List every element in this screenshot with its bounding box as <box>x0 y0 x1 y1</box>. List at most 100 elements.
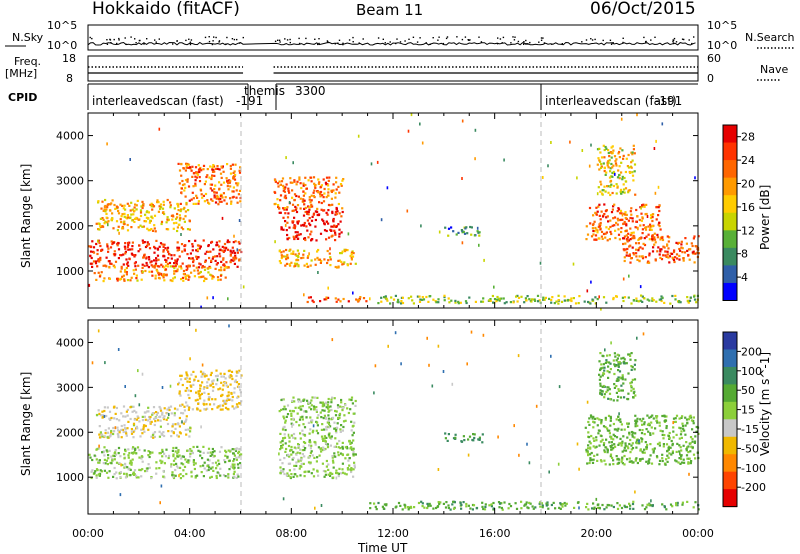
heatmap-cell <box>218 269 221 272</box>
heatmap-cell <box>183 405 186 408</box>
heatmap-cell <box>156 199 159 202</box>
heatmap-cell <box>648 458 651 461</box>
heatmap-cell <box>156 247 159 250</box>
nsearch-point <box>675 41 678 43</box>
heatmap-cell <box>125 258 128 261</box>
heatmap-cell <box>601 189 604 192</box>
heatmap-cell <box>357 134 360 138</box>
heatmap-cell <box>102 451 105 454</box>
heatmap-cell <box>340 398 343 402</box>
heatmap-cell <box>146 419 150 422</box>
heatmap-cell <box>186 404 189 407</box>
heatmap-cell <box>302 190 305 193</box>
heatmap-cell <box>181 403 184 406</box>
heatmap-cell <box>548 470 550 474</box>
heatmap-cell <box>392 298 396 301</box>
heatmap-cell <box>679 301 682 304</box>
heatmap-cell <box>626 445 629 448</box>
heatmap-cell <box>334 233 337 236</box>
heatmap-cell <box>438 502 441 506</box>
heatmap-cell <box>143 254 146 257</box>
heatmap-cell <box>165 418 168 421</box>
heatmap-cell <box>694 501 697 504</box>
heatmap-cell <box>462 501 465 504</box>
heatmap-cell <box>341 462 344 465</box>
nsearch-point <box>551 43 553 45</box>
heatmap-cell <box>183 465 187 468</box>
heatmap-cell <box>335 300 338 303</box>
heatmap-cell <box>192 259 195 262</box>
heatmap-cell <box>233 463 236 466</box>
heatmap-cell <box>153 417 156 420</box>
heatmap-cell <box>586 400 589 404</box>
heatmap-cell <box>615 164 618 167</box>
heatmap-cell <box>186 180 189 183</box>
heatmap-cell <box>185 472 188 476</box>
nsearch-point <box>581 41 583 43</box>
heatmap-cell <box>129 216 132 219</box>
heatmap-cell <box>305 225 308 228</box>
heatmap-cell <box>154 420 157 423</box>
heatmap-cell <box>131 447 134 450</box>
heatmap-cell <box>604 361 607 364</box>
heatmap-cell <box>180 208 183 211</box>
heatmap-cell <box>632 179 635 182</box>
heatmap-cell <box>620 442 623 445</box>
heatmap-cell <box>349 447 352 450</box>
heatmap-cell <box>217 459 220 462</box>
heatmap-cell <box>169 279 172 282</box>
heatmap-cell <box>139 224 142 227</box>
heatmap-cell <box>350 396 354 399</box>
heatmap-cell <box>148 466 151 469</box>
heatmap-cell <box>312 468 315 471</box>
heatmap-cell <box>495 300 498 303</box>
heatmap-cell <box>98 474 101 477</box>
heatmap-cell <box>317 248 320 252</box>
heatmap-cell <box>157 271 160 274</box>
heatmap-cell <box>233 387 236 390</box>
heatmap-cell <box>592 420 595 423</box>
heatmap-cell <box>197 266 201 269</box>
heatmap-cell <box>624 505 627 509</box>
heatmap-cell <box>236 396 239 399</box>
heatmap-cell <box>196 445 199 448</box>
heatmap-cell <box>186 178 189 181</box>
heatmap-cell <box>323 475 326 478</box>
heatmap-cell <box>596 459 599 462</box>
heatmap-cell <box>181 262 184 265</box>
heatmap-cell <box>192 260 195 264</box>
heatmap-cell <box>120 424 123 428</box>
heatmap-cell <box>594 446 597 449</box>
heatmap-cell <box>148 258 151 261</box>
heatmap-cell <box>303 221 306 225</box>
heatmap-cell <box>307 421 310 424</box>
heatmap-cell <box>197 256 200 259</box>
heatmap-cell <box>194 184 197 187</box>
heatmap-cell <box>156 254 160 257</box>
heatmap-cell <box>594 296 597 299</box>
heatmap-cell <box>171 425 174 428</box>
heatmap-cell <box>548 297 551 300</box>
heatmap-cell <box>685 441 688 444</box>
heatmap-cell <box>294 447 298 450</box>
heatmap-cell <box>508 502 511 506</box>
heatmap-cell <box>617 379 620 382</box>
heatmap-cell <box>606 185 609 188</box>
cpid-seg1-name: interleavedscan (fast) <box>92 94 224 108</box>
heatmap-cell <box>171 279 174 283</box>
nsky-series <box>87 41 696 46</box>
heatmap-cell <box>162 418 166 421</box>
nsearch-point <box>233 38 236 41</box>
heatmap-cell <box>331 396 334 399</box>
heatmap-cell <box>189 455 192 458</box>
heatmap-cell <box>131 245 134 248</box>
heatmap-cell <box>323 448 326 451</box>
heatmap-cell <box>615 295 618 298</box>
heatmap-cell <box>303 475 306 478</box>
heatmap-cell <box>570 297 573 300</box>
heatmap-cell <box>231 463 234 466</box>
heatmap-cell <box>192 264 195 267</box>
heatmap-cell <box>611 171 614 175</box>
heatmap-cell <box>537 300 540 303</box>
